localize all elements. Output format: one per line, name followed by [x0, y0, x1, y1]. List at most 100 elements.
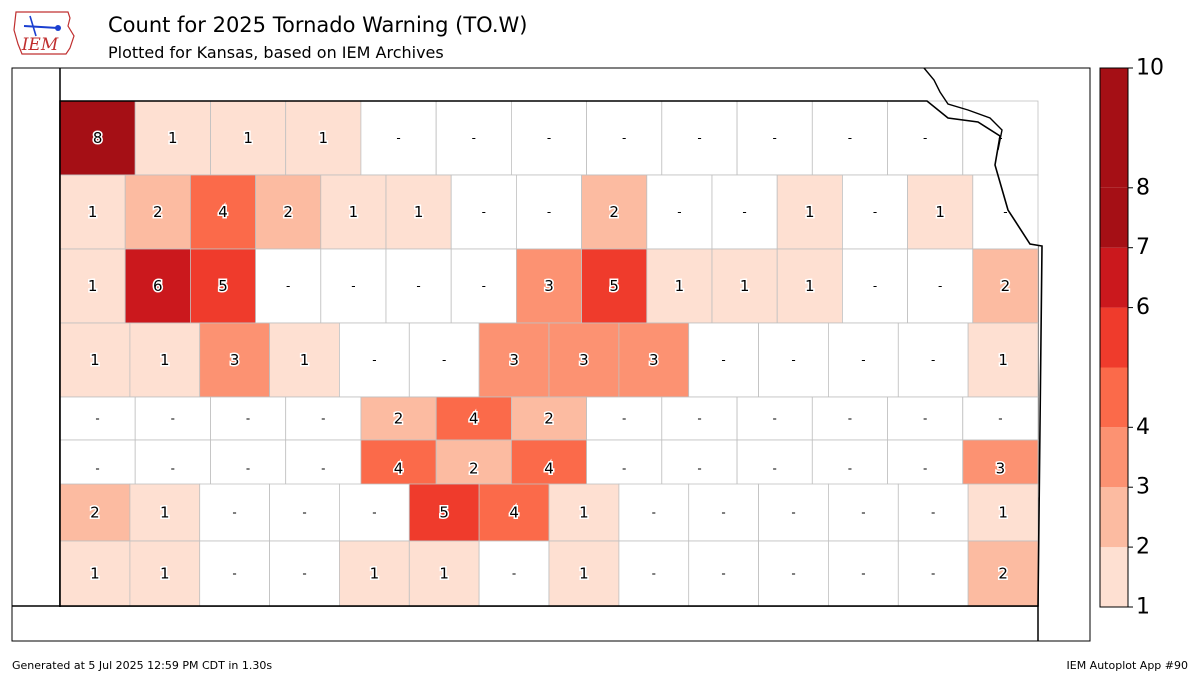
colorbar-bin: [1100, 307, 1128, 368]
county-cell: [646, 248, 713, 324]
county-count-label: -: [923, 131, 927, 145]
county-count-label: -: [873, 279, 877, 293]
county-count-label: 2: [998, 565, 1008, 583]
nebraska-missouri-river: [923, 67, 1003, 151]
county-count-label: 3: [544, 277, 554, 295]
county-cell: [811, 396, 888, 441]
county-cell: [450, 248, 517, 324]
colorbar-tick-label: 2: [1136, 535, 1150, 560]
county-cell: [776, 174, 843, 250]
county-cell: [661, 100, 738, 176]
colorbar-tick-label: 6: [1136, 295, 1150, 320]
county-count-label: 1: [998, 351, 1008, 369]
county-count-label: -: [861, 567, 865, 581]
county-count-label: -: [547, 131, 551, 145]
county-count-label: 1: [243, 129, 253, 147]
colorbar: [1099, 67, 1129, 608]
county-count-label: 3: [996, 460, 1006, 478]
county-count-label: 2: [544, 410, 554, 428]
county-count-label: -: [923, 412, 927, 426]
county-count-label: -: [773, 131, 777, 145]
county-count-label: -: [697, 131, 701, 145]
county-count-label: -: [416, 279, 420, 293]
county-cell: [199, 483, 270, 542]
colorbar-tick-label: 7: [1136, 235, 1150, 260]
county-count-label: 2: [609, 203, 619, 221]
county-cell: [907, 248, 974, 324]
county-count-label: 4: [469, 410, 479, 428]
county-count-label: -: [721, 506, 725, 520]
county-cell: [269, 540, 340, 607]
county-cell: [887, 100, 964, 176]
county-count-label: -: [697, 462, 701, 476]
county-count-label: -: [652, 567, 656, 581]
county-count-label: 1: [370, 565, 380, 583]
county-cell: [189, 248, 256, 324]
county-cell: [758, 540, 829, 607]
county-count-label: 1: [168, 129, 178, 147]
county-cell: [210, 100, 287, 176]
county-cell: [408, 483, 480, 542]
county-cell: [967, 483, 1039, 542]
county-cell: [586, 396, 663, 441]
county-cell: [435, 396, 512, 441]
county-cell: [548, 483, 620, 542]
county-cell: [510, 100, 587, 176]
county-count-label: 2: [153, 203, 163, 221]
county-count-label: -: [931, 353, 935, 367]
county-count-label: -: [622, 462, 626, 476]
county-count-label: 2: [283, 203, 293, 221]
county-cell: [129, 483, 201, 542]
county-cell: [478, 483, 550, 542]
county-count-label: -: [95, 462, 99, 476]
colorbar-bin: [1100, 547, 1128, 607]
county-cell: [516, 248, 583, 324]
county-count-label: 4: [218, 203, 228, 221]
logo-text: IEM: [21, 35, 59, 55]
county-cell: [199, 322, 270, 398]
page-title: Count for 2025 Tornado Warning (TO.W): [108, 13, 528, 37]
county-count-label: 5: [609, 277, 619, 295]
county-count-label: 2: [1001, 277, 1011, 295]
county-cell: [907, 174, 974, 250]
county-count-label: 1: [88, 277, 98, 295]
county-count-label: 1: [300, 351, 310, 369]
county-count-label: -: [697, 412, 701, 426]
county-cell: [842, 174, 909, 250]
county-cell: [811, 100, 888, 176]
county-count-label: 1: [805, 203, 815, 221]
county-count-label: -: [923, 462, 927, 476]
county-cell: [478, 322, 550, 398]
county-cell: [59, 322, 131, 398]
county-count-label: 2: [394, 410, 404, 428]
county-cell: [967, 540, 1039, 607]
colorbar-bin: [1100, 68, 1128, 188]
colorbar-bin: [1100, 427, 1128, 488]
county-cell: [897, 540, 969, 607]
page-subtitle: Plotted for Kansas, based on IEM Archive…: [108, 43, 444, 62]
county-count-label: -: [791, 506, 795, 520]
county-count-label: 4: [509, 504, 519, 522]
county-count-label: 3: [509, 351, 519, 369]
county-cells: 8 1 1 1 - - - - - - - - - 1 2 4 2 1 1 - - 2 - - 1 - 1 - 1 6 5 - - - - 3 5 1 1 1…: [59, 100, 1039, 607]
county-count-label: 3: [230, 351, 240, 369]
county-cell: [548, 322, 620, 398]
colorbar-bin: [1100, 187, 1128, 248]
county-count-label: -: [321, 412, 325, 426]
county-count-label: 1: [740, 277, 750, 295]
county-count-label: -: [372, 353, 376, 367]
county-count-label: -: [302, 506, 306, 520]
county-cell: [59, 174, 126, 250]
county-count-label: -: [848, 462, 852, 476]
county-cell: [758, 483, 829, 542]
county-count-label: 1: [90, 351, 100, 369]
colorbar-bin: [1100, 367, 1128, 428]
county-cell: [828, 540, 899, 607]
county-count-label: -: [512, 567, 516, 581]
county-cell: [59, 540, 131, 607]
county-cell: [776, 248, 843, 324]
county-cell: [59, 396, 136, 441]
county-cell: [124, 248, 191, 324]
county-cell: [385, 174, 452, 250]
